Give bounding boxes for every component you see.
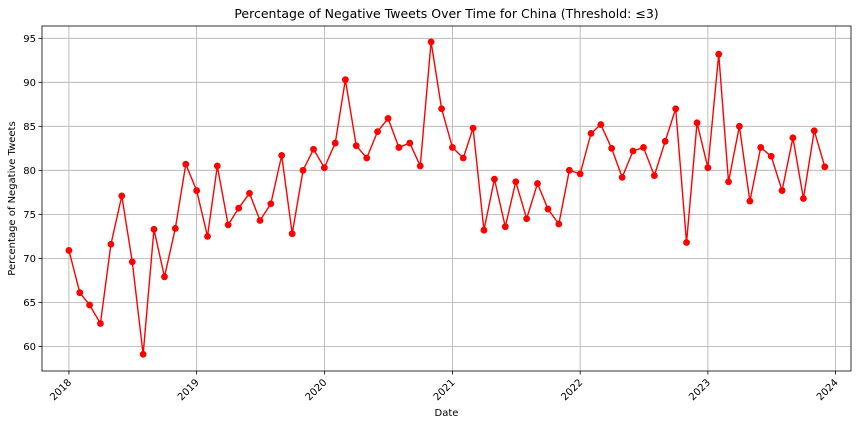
- data-point: [449, 144, 456, 151]
- data-point: [86, 301, 93, 309]
- data-point: [715, 50, 723, 58]
- data-point: [597, 121, 605, 128]
- data-point: [427, 38, 435, 46]
- data-point: [204, 232, 211, 240]
- data-point: [512, 178, 520, 186]
- data-point: [182, 160, 190, 168]
- y-tick-label: 80: [23, 166, 36, 177]
- data-point: [128, 258, 136, 266]
- data-point: [320, 164, 328, 172]
- data-point: [256, 217, 264, 224]
- data-point: [406, 139, 414, 147]
- data-point: [693, 119, 701, 127]
- y-tick-label: 75: [23, 210, 36, 221]
- y-tick-label: 85: [23, 122, 36, 133]
- data-point: [107, 240, 115, 248]
- x-tick-label: 2022: [560, 377, 586, 403]
- data-point: [341, 76, 349, 84]
- data-point: [565, 166, 573, 174]
- data-point: [374, 128, 381, 136]
- grid-layer: [42, 26, 851, 371]
- data-point: [821, 163, 829, 171]
- plot-area-frame: [41, 25, 852, 372]
- data-point: [278, 151, 286, 159]
- data-point: [629, 147, 637, 155]
- data-point: [480, 226, 488, 234]
- y-tick-label: 90: [23, 78, 36, 89]
- data-point: [672, 105, 680, 113]
- data-point: [267, 200, 275, 208]
- data-point: [235, 204, 243, 212]
- data-point: [352, 142, 360, 150]
- data-point: [683, 239, 690, 246]
- data-point: [193, 187, 201, 194]
- x-tick-label: 2021: [432, 377, 458, 403]
- data-point: [288, 230, 296, 238]
- data-point: [618, 173, 626, 181]
- data-point: [331, 139, 339, 147]
- data-point: [459, 154, 467, 162]
- data-point: [139, 350, 147, 358]
- data-point: [544, 205, 552, 213]
- data-point: [746, 197, 754, 205]
- data-point: [534, 180, 541, 187]
- data-point: [363, 154, 371, 162]
- y-axis-label: Percentage of Negative Tweets: [7, 121, 18, 275]
- data-point: [246, 189, 253, 197]
- y-tick-label: 65: [23, 298, 36, 309]
- y-tick-label: 70: [23, 254, 36, 265]
- x-tick-label: 2019: [176, 377, 202, 403]
- data-point: [555, 220, 563, 228]
- series-line: [68, 41, 826, 355]
- data-point: [213, 162, 221, 170]
- y-tick-label: 60: [23, 342, 36, 353]
- data-point: [299, 166, 307, 174]
- data-point: [118, 192, 126, 200]
- x-tick-label: 2020: [304, 377, 330, 403]
- data-point: [767, 152, 775, 160]
- x-axis: 2018 2019 2020 2021 2022 2023 2024: [48, 371, 841, 403]
- data-point: [523, 215, 531, 223]
- data-point: [735, 122, 743, 130]
- data-point: [76, 289, 84, 297]
- series-layer: [65, 38, 829, 358]
- data-point: [608, 144, 616, 152]
- data-point: [587, 129, 595, 137]
- data-point: [661, 137, 669, 145]
- data-point: [65, 247, 73, 254]
- data-point: [725, 178, 732, 186]
- x-axis-label: Date: [435, 408, 459, 419]
- data-point: [501, 223, 509, 231]
- data-point: [640, 144, 647, 151]
- data-point: [491, 175, 498, 183]
- data-point: [171, 225, 179, 232]
- data-point: [757, 144, 765, 151]
- data-point: [438, 105, 446, 113]
- data-point: [576, 170, 584, 178]
- data-point: [416, 162, 424, 170]
- data-point: [150, 225, 158, 233]
- x-tick-label: 2024: [815, 377, 841, 403]
- x-tick-label: 2018: [48, 377, 74, 403]
- data-point: [704, 164, 712, 172]
- y-axis: 60 65 70 75 80 85 90 95: [23, 34, 42, 353]
- data-point: [789, 134, 797, 142]
- y-tick-label: 95: [23, 34, 36, 45]
- data-point: [800, 195, 807, 202]
- x-tick-label: 2023: [687, 377, 713, 403]
- chart-title: Percentage of Negative Tweets Over Time …: [234, 6, 658, 21]
- data-point: [97, 320, 104, 327]
- data-point: [778, 187, 786, 194]
- data-point: [395, 144, 403, 151]
- data-point: [224, 221, 232, 229]
- data-point: [810, 127, 818, 135]
- data-point: [650, 172, 658, 180]
- data-point: [469, 124, 477, 132]
- data-point: [161, 273, 168, 281]
- data-point: [384, 115, 392, 122]
- data-point: [310, 145, 317, 153]
